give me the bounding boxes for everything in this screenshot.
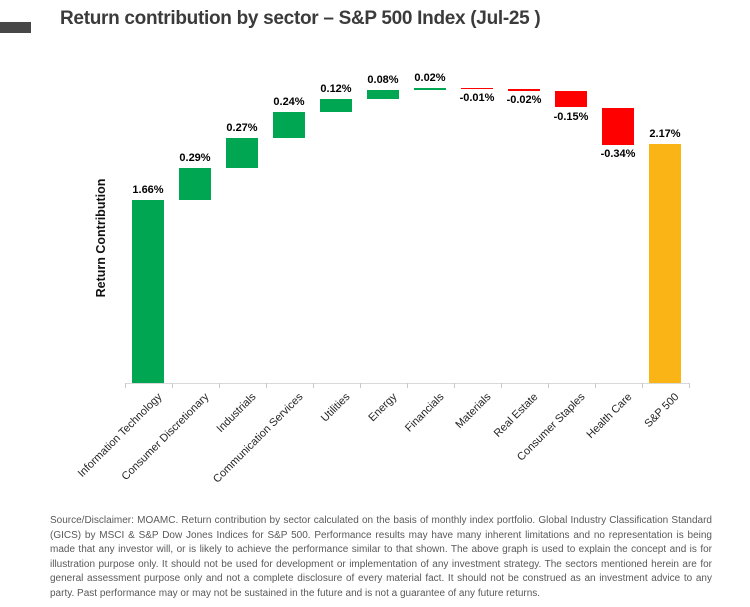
bar-financials	[414, 87, 446, 90]
value-label-s-p-500: 2.17%	[649, 127, 681, 140]
axis-tick	[124, 383, 126, 388]
axis-tick	[171, 383, 173, 388]
bar-information-technology	[132, 200, 164, 383]
value-label-real-estate: -0.02%	[506, 93, 542, 106]
page-title: Return contribution by sector – S&P 500 …	[60, 8, 541, 29]
axis-tick	[453, 383, 455, 388]
bar-communication-services	[273, 111, 305, 139]
title-accent-dash	[0, 22, 31, 33]
bar-utilities	[320, 98, 352, 112]
value-label-consumer-staples: -0.15%	[553, 110, 589, 123]
axis-tick	[265, 383, 267, 388]
axis-tick	[359, 383, 361, 388]
bar-s-p-500	[649, 143, 681, 383]
value-label-information-technology: 1.66%	[132, 184, 164, 197]
value-label-utilities: 0.12%	[320, 82, 352, 95]
value-label-financials: 0.02%	[414, 71, 446, 84]
value-label-health-care: -0.34%	[600, 147, 636, 160]
axis-tick	[594, 383, 596, 388]
axis-tick	[547, 383, 549, 388]
axis-tick	[688, 383, 690, 388]
value-label-materials: -0.01%	[459, 91, 495, 104]
value-label-energy: 0.08%	[367, 73, 399, 86]
bar-consumer-staples	[555, 90, 587, 108]
bar-health-care	[602, 107, 634, 145]
value-label-consumer-discretionary: 0.29%	[179, 152, 211, 165]
bar-real-estate	[508, 88, 540, 91]
bar-industrials	[226, 138, 258, 169]
axis-tick	[641, 383, 643, 388]
axis-tick	[218, 383, 220, 388]
axis-tick	[312, 383, 314, 388]
disclaimer-text: Source/Disclaimer: MOAMC. Return contrib…	[50, 515, 712, 599]
bar-energy	[367, 89, 399, 99]
value-label-communication-services: 0.24%	[273, 95, 305, 108]
y-axis-label: Return Contribution	[94, 178, 108, 298]
axis-tick	[500, 383, 502, 388]
axis-tick	[406, 383, 408, 388]
value-label-industrials: 0.27%	[226, 122, 258, 135]
bar-consumer-discretionary	[179, 168, 211, 201]
bar-materials	[461, 87, 493, 89]
